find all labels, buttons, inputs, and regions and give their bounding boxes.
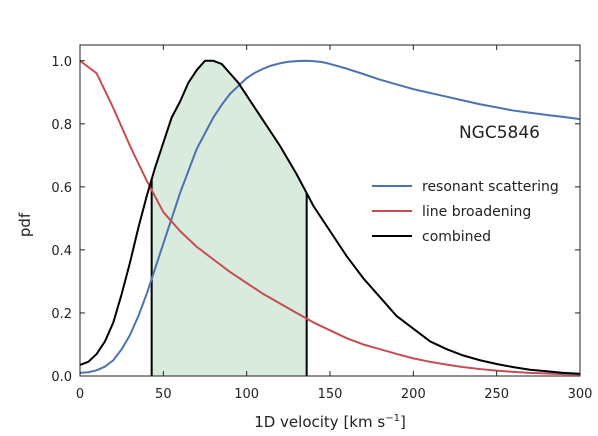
y-tick-label: 0.6 xyxy=(51,181,72,196)
series-line-resonant-scattering xyxy=(79,59,581,374)
plot-area: 0 50 100 150 200 250 300 0.0 0.2 0.4 0.6 0.8 1.0 xyxy=(51,44,592,402)
x-tick-label: 250 xyxy=(484,387,509,402)
galaxy-annotation: NGC5846 xyxy=(459,123,540,143)
y-tick-label: 1.0 xyxy=(51,55,72,70)
series-layer xyxy=(79,59,581,376)
x-axis-label: 1D velocity [km s−1] xyxy=(254,413,406,431)
x-tick-label: 100 xyxy=(234,387,259,402)
x-tick-label: 0 xyxy=(76,387,84,402)
shaded-interval xyxy=(151,60,307,377)
y-tick-label: 0.0 xyxy=(51,370,72,385)
x-axis-label-superscript: −1 xyxy=(385,413,400,424)
y-axis-label: pdf xyxy=(16,212,34,237)
legend: resonant scattering line broadening combin… xyxy=(372,179,559,245)
x-axis-label-close: ] xyxy=(400,413,406,431)
y-tick-label: 0.4 xyxy=(51,244,72,259)
series-line-combined xyxy=(79,59,581,375)
x-tick-label: 50 xyxy=(155,387,172,402)
x-tick-label: 300 xyxy=(568,387,593,402)
y-tick-label: 0.2 xyxy=(51,307,72,322)
x-tick-label: 150 xyxy=(318,387,343,402)
legend-label: combined xyxy=(422,229,491,245)
legend-label: resonant scattering xyxy=(422,179,559,195)
legend-label: line broadening xyxy=(422,204,531,220)
ticks-layer: 0 50 100 150 200 250 300 0.0 0.2 0.4 0.6 0.8 1.0 xyxy=(51,45,592,402)
y-tick-label: 0.8 xyxy=(51,118,72,133)
series-line-line-broadening xyxy=(79,59,581,376)
x-tick-label: 200 xyxy=(401,387,426,402)
x-axis-label-text: 1D velocity [km s xyxy=(254,413,385,431)
